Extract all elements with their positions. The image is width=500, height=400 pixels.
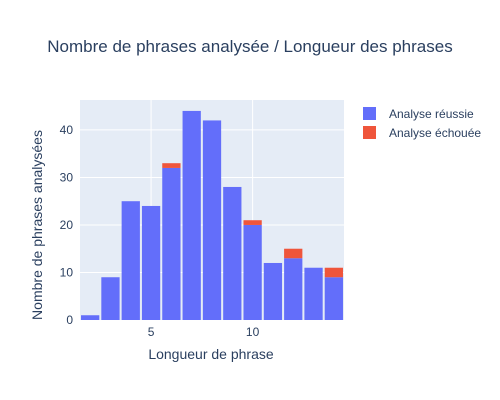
legend-swatch xyxy=(363,107,376,120)
bar[interactable] xyxy=(263,262,283,320)
legend-swatch xyxy=(363,126,376,139)
legend-label: Analyse échouée xyxy=(389,126,481,140)
y-tick-label: 40 xyxy=(60,123,74,137)
bar[interactable] xyxy=(162,167,181,320)
y-tick-label: 0 xyxy=(66,313,73,327)
x-axis-title: Longueur de phrase xyxy=(148,346,274,362)
bar[interactable] xyxy=(81,315,100,320)
bar[interactable] xyxy=(243,220,262,225)
x-tick-label: 5 xyxy=(148,325,155,339)
tick-labels: 0 10 20 30 40 5 10 xyxy=(60,123,260,339)
bars xyxy=(81,110,343,320)
bar[interactable] xyxy=(121,201,140,320)
bar[interactable] xyxy=(324,277,343,320)
y-axis-title: Nombre de phrases analysées xyxy=(29,130,45,320)
y-tick-label: 20 xyxy=(60,218,74,232)
bar[interactable] xyxy=(324,267,343,278)
x-tick-label: 10 xyxy=(246,325,260,339)
y-tick-label: 10 xyxy=(60,265,74,279)
bar[interactable] xyxy=(223,186,242,320)
bar[interactable] xyxy=(284,258,303,320)
legend[interactable]: Analyse réussie Analyse échouée xyxy=(363,107,481,140)
bar[interactable] xyxy=(284,248,303,259)
bar[interactable] xyxy=(182,110,201,320)
legend-item[interactable]: Analyse échouée xyxy=(363,126,481,140)
bar[interactable] xyxy=(141,205,161,320)
bar[interactable] xyxy=(202,120,222,320)
bar[interactable] xyxy=(304,267,323,320)
y-tick-label: 30 xyxy=(60,170,74,184)
bar[interactable] xyxy=(162,163,181,168)
legend-label: Analyse réussie xyxy=(389,107,474,121)
chart-title: Nombre de phrases analysée / Longueur de… xyxy=(47,37,452,56)
legend-item[interactable]: Analyse réussie xyxy=(363,107,474,121)
bar[interactable] xyxy=(101,277,120,320)
bar[interactable] xyxy=(243,224,262,320)
